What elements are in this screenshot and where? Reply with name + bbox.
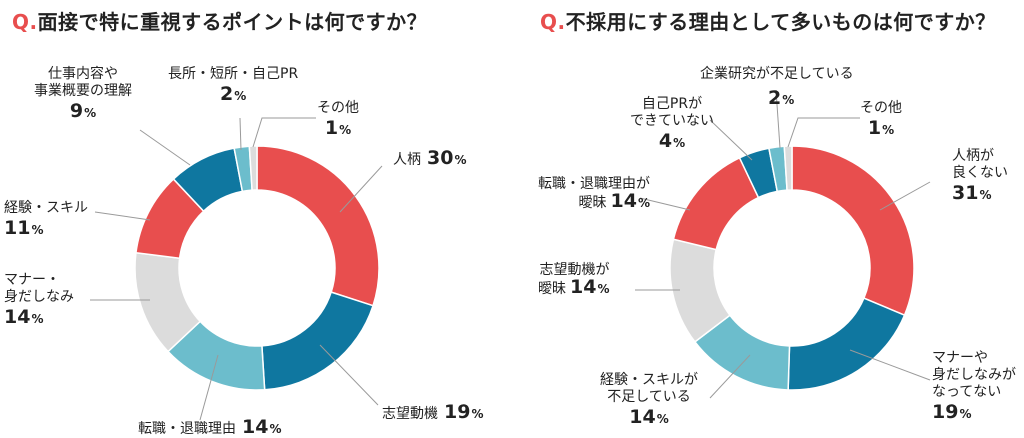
left-label-tenshoku: 転職・退職理由 14%	[138, 416, 282, 438]
right-label-sonota: その他 1%	[860, 100, 902, 139]
left-chart-panel: Q.面接で特に重視するポイントは何ですか？ 人柄 30% 志望動機 19% 転職・退…	[4, 6, 484, 438]
leader-line-0-6	[239, 117, 242, 151]
donut-slice-0-1	[261, 291, 374, 391]
leader-line-0-5	[139, 129, 191, 166]
donut-slice-0-0	[256, 145, 380, 307]
leader-line-1-4	[639, 197, 691, 211]
right-question-mark: Q.	[540, 10, 566, 34]
left-label-jinpei: 人柄 30%	[393, 147, 467, 169]
right-label-kigyou: 企業研究が不足している	[700, 66, 854, 82]
left-label-keiken: 経験・スキル 11%	[4, 200, 88, 239]
donut-slice-0-7	[248, 145, 258, 191]
left-label-shiboudouki: 志望動機 19%	[382, 401, 484, 423]
right-label-jikopr: 自己PRが できていない 4%	[630, 96, 714, 152]
right-label-tenshoku: 転職・退職理由が 曖昧 14%	[538, 176, 650, 212]
leader-line-1-2	[709, 354, 751, 399]
right-value-kigyou: 2%	[768, 87, 795, 109]
right-chart-title: Q.不採用にする理由として多いものは何ですか？	[540, 6, 996, 35]
left-label-manner: マナー・ 身だしなみ 14%	[4, 272, 74, 328]
right-chart-panel: Q.不採用にする理由として多いものは何ですか？ 人柄が 良くない 31% マナーや…	[530, 0, 1024, 438]
donut-slice-1-7	[783, 145, 793, 191]
leader-line-0-2	[199, 354, 219, 421]
donut-slice-1-0	[791, 145, 915, 317]
right-title-text: 不採用にする理由として多いものは何ですか？	[565, 10, 996, 34]
leader-line-1-1	[849, 349, 931, 381]
right-donut-chart	[635, 89, 931, 399]
donut-slice-1-1	[787, 297, 906, 391]
leader-line-1-5	[709, 119, 753, 161]
right-label-keiken: 経験・スキルが 不足している 14%	[600, 372, 698, 428]
right-label-manner: マナーや 身だしなみが なってない 19%	[932, 350, 1016, 423]
left-donut-chart	[90, 117, 383, 421]
leader-line-1-0	[879, 181, 931, 211]
right-label-jinpei: 人柄が 良くない 31%	[952, 148, 1008, 204]
left-title-text: 面接で特に重視するポイントは何ですか？	[37, 10, 428, 34]
leader-line-0-4	[94, 211, 151, 221]
leader-line-1-6	[775, 89, 781, 149]
leader-line-0-0	[339, 165, 383, 213]
leader-line-0-1	[319, 344, 379, 406]
left-chart-title: Q.面接で特に重視するポイントは何ですか？	[12, 6, 427, 35]
leader-line-0-7	[252, 117, 316, 148]
left-label-sonota: その他 1%	[317, 100, 359, 139]
left-label-choushou: 長所・短所・自己PR 2%	[168, 66, 299, 105]
left-question-mark: Q.	[12, 10, 38, 34]
right-label-shiboudouki: 志望動機が 曖昧 14%	[538, 262, 610, 298]
left-label-shigoto: 仕事内容や 事業概要の理解 9%	[34, 66, 132, 122]
leader-line-1-7	[787, 117, 860, 148]
